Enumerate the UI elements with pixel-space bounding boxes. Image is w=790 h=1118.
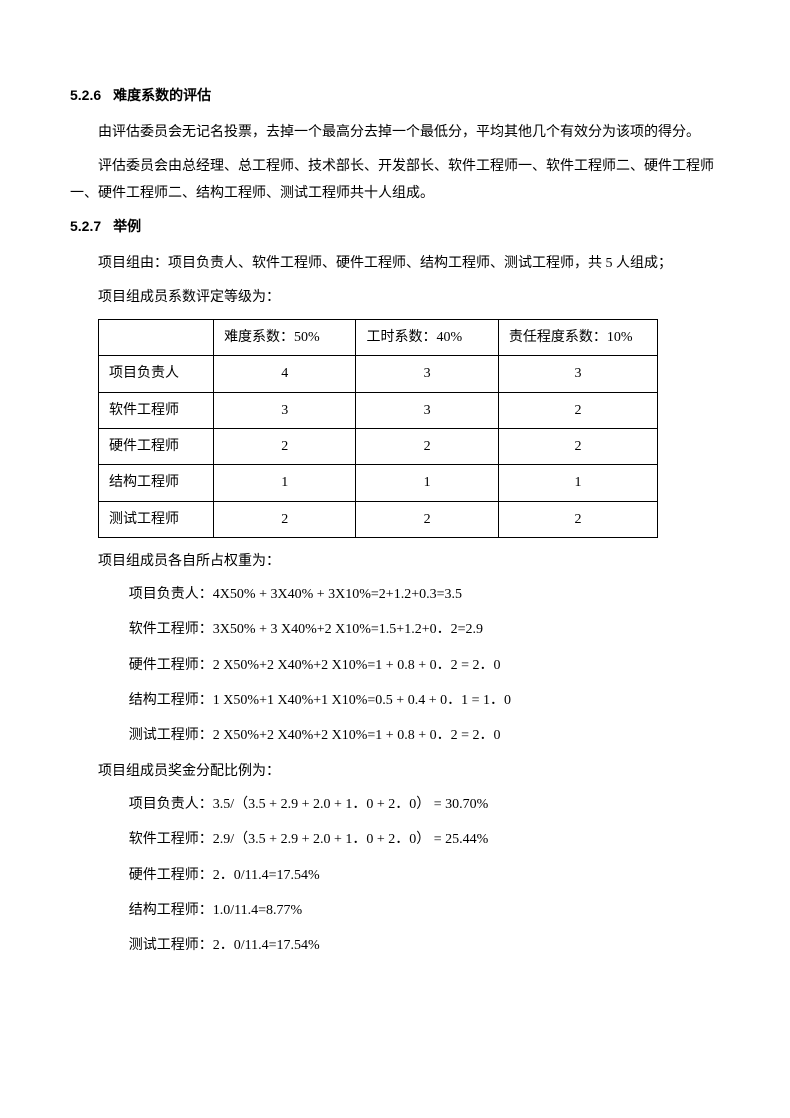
- value-cell: 3: [498, 356, 657, 392]
- value-cell: 1: [214, 465, 356, 501]
- value-cell: 2: [356, 501, 498, 537]
- example-line-1: 项目组由：项目负责人、软件工程师、硬件工程师、结构工程师、测试工程师，共 5 人…: [70, 250, 720, 277]
- heading-title: 难度系数的评估: [113, 87, 211, 103]
- weight-line: 硬件工程师：2 X50%+2 X40%+2 X10%=1 + 0.8 + 0．2…: [70, 652, 720, 679]
- value-cell: 2: [214, 501, 356, 537]
- ratio-line: 测试工程师：2．0/11.4=17.54%: [70, 932, 720, 959]
- weight-line: 结构工程师：1 X50%+1 X40%+1 X10%=0.5 + 0.4 + 0…: [70, 687, 720, 714]
- table-header-row: 难度系数：50% 工时系数：40% 责任程度系数：10%: [99, 320, 658, 356]
- heading-num: 5.2.6: [70, 87, 101, 103]
- role-cell: 结构工程师: [99, 465, 214, 501]
- table-row: 结构工程师 1 1 1: [99, 465, 658, 501]
- value-cell: 3: [214, 392, 356, 428]
- heading-title: 举例: [113, 218, 141, 234]
- ratio-title: 项目组成员奖金分配比例为：: [70, 758, 720, 785]
- value-cell: 2: [498, 428, 657, 464]
- value-cell: 2: [498, 392, 657, 428]
- ratio-line: 项目负责人：3.5/（3.5 + 2.9 + 2.0 + 1．0 + 2．0） …: [70, 791, 720, 818]
- table-header-blank: [99, 320, 214, 356]
- role-cell: 软件工程师: [99, 392, 214, 428]
- example-line-2: 项目组成员系数评定等级为：: [70, 284, 720, 311]
- table-header-responsibility: 责任程度系数：10%: [498, 320, 657, 356]
- heading-5-2-7: 5.2.7 举例: [70, 213, 720, 240]
- value-cell: 4: [214, 356, 356, 392]
- ratio-line: 结构工程师：1.0/11.4=8.77%: [70, 897, 720, 924]
- weights-title: 项目组成员各自所占权重为：: [70, 548, 720, 575]
- weight-line: 软件工程师：3X50% + 3 X40%+2 X10%=1.5+1.2+0．2=…: [70, 616, 720, 643]
- value-cell: 3: [356, 356, 498, 392]
- role-cell: 测试工程师: [99, 501, 214, 537]
- role-cell: 项目负责人: [99, 356, 214, 392]
- role-cell: 硬件工程师: [99, 428, 214, 464]
- table-header-difficulty: 难度系数：50%: [214, 320, 356, 356]
- ratio-line: 软件工程师：2.9/（3.5 + 2.9 + 2.0 + 1．0 + 2．0） …: [70, 826, 720, 853]
- value-cell: 3: [356, 392, 498, 428]
- value-cell: 2: [214, 428, 356, 464]
- page-content: 5.2.6 难度系数的评估 由评估委员会无记名投票，去掉一个最高分去掉一个最低分，…: [0, 0, 790, 1027]
- value-cell: 1: [356, 465, 498, 501]
- weight-line: 测试工程师：2 X50%+2 X40%+2 X10%=1 + 0.8 + 0．2…: [70, 722, 720, 749]
- table-row: 项目负责人 4 3 3: [99, 356, 658, 392]
- paragraph: 由评估委员会无记名投票，去掉一个最高分去掉一个最低分，平均其他几个有效分为该项的…: [70, 119, 720, 146]
- paragraph: 评估委员会由总经理、总工程师、技术部长、开发部长、软件工程师一、软件工程师二、硬…: [70, 153, 720, 208]
- heading-5-2-6: 5.2.6 难度系数的评估: [70, 82, 720, 109]
- rating-table: 难度系数：50% 工时系数：40% 责任程度系数：10% 项目负责人 4 3 3…: [98, 319, 658, 538]
- value-cell: 2: [498, 501, 657, 537]
- value-cell: 1: [498, 465, 657, 501]
- table-row: 软件工程师 3 3 2: [99, 392, 658, 428]
- weight-line: 项目负责人：4X50% + 3X40% + 3X10%=2+1.2+0.3=3.…: [70, 581, 720, 608]
- ratio-line: 硬件工程师：2．0/11.4=17.54%: [70, 862, 720, 889]
- table-row: 硬件工程师 2 2 2: [99, 428, 658, 464]
- value-cell: 2: [356, 428, 498, 464]
- heading-num: 5.2.7: [70, 218, 101, 234]
- table-row: 测试工程师 2 2 2: [99, 501, 658, 537]
- table-header-hours: 工时系数：40%: [356, 320, 498, 356]
